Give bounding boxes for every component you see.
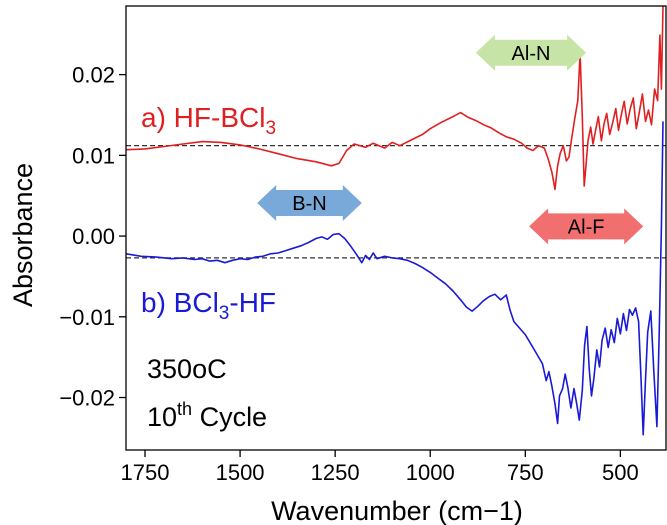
series-label-a-sub: 3	[265, 118, 276, 139]
x-tick-label: 1000	[406, 460, 455, 485]
series-label-b-suffix: -HF	[229, 287, 276, 318]
y-tick-label: 0.00	[72, 224, 115, 249]
series-label-a-prefix: a) HF-BCl	[141, 102, 265, 133]
plot-frame	[125, 5, 667, 451]
series-line-b	[125, 121, 664, 436]
x-axis: 1750 1500 1250 1000 750 500	[121, 450, 639, 485]
x-tick-label: 500	[602, 460, 639, 485]
x-tick-label: 750	[507, 460, 544, 485]
y-tick-label: 0.02	[72, 63, 115, 88]
series-label-b: b) BCl3-HF	[141, 287, 276, 324]
annotation-label-al-n: Al-N	[512, 43, 551, 65]
x-axis-title: Wavenumber (cm−1)	[271, 496, 523, 525]
series-line-a	[125, 5, 664, 191]
annotation-arrow-b-n	[257, 185, 362, 221]
series-label-a: a) HF-BCl3	[141, 102, 276, 139]
annotation-label-b-n: B-N	[292, 193, 326, 215]
series-lines	[125, 5, 664, 436]
x-tick-label: 1500	[216, 460, 265, 485]
annotation-label-al-f: Al-F	[568, 216, 605, 238]
plot-area	[125, 5, 667, 451]
x-tick-label: 1250	[311, 460, 360, 485]
y-tick-label: −0.01	[59, 305, 115, 330]
cycle-number: 10	[147, 402, 177, 432]
y-tick-label: −0.02	[59, 386, 115, 411]
temperature-label: 350oC	[147, 354, 227, 384]
series-label-b-sub: 3	[219, 303, 230, 324]
temperature-unit: oC	[192, 354, 227, 384]
annotation-arrow-al-f	[529, 208, 644, 245]
annotation-arrow-al-n	[475, 34, 587, 71]
y-tick-label: 0.01	[72, 143, 115, 168]
band-annotations: Al-N B-N Al-F	[257, 34, 644, 245]
temperature-value: 350	[147, 354, 192, 384]
y-axis: 0.02 0.01 0.00 −0.01 −0.02	[59, 63, 126, 411]
series-label-b-prefix: b) BCl	[141, 287, 219, 318]
cycle-suffix: th	[177, 399, 192, 419]
cycle-word: Cycle	[192, 402, 267, 432]
y-axis-title: Absorbance	[8, 163, 38, 307]
baselines	[126, 145, 666, 259]
cycle-label: 10th Cycle	[147, 399, 267, 432]
x-tick-label: 1750	[121, 460, 170, 485]
